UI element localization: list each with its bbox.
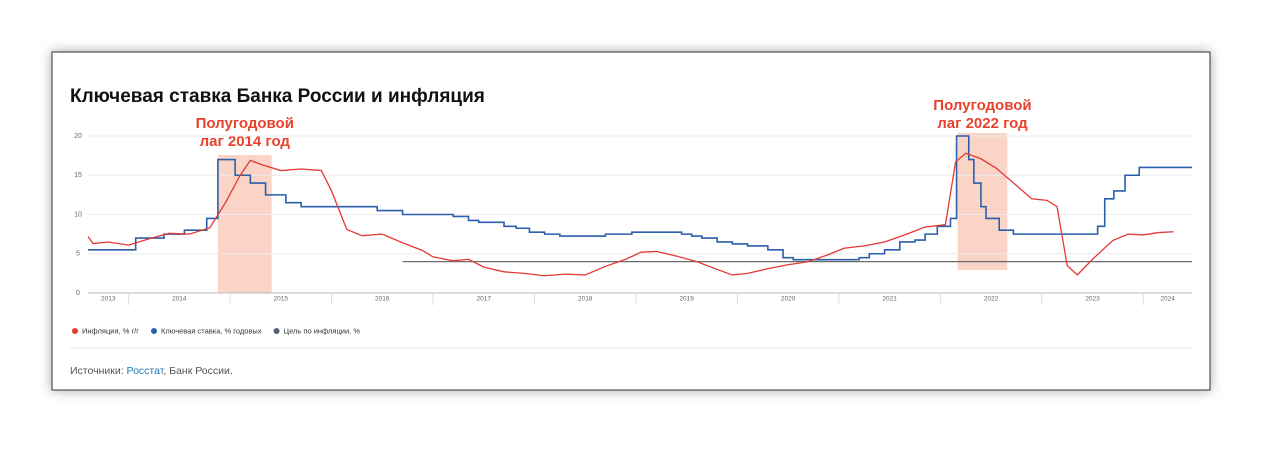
x-tick-label: 2017 <box>477 296 492 303</box>
source-suffix: , Банк России. <box>163 365 232 377</box>
x-tick-label: 2019 <box>679 296 694 303</box>
chart-title: Ключевая ставка Банка России и инфляция <box>70 86 485 107</box>
y-tick-label: 20 <box>74 133 82 140</box>
legend-label: Ключевая ставка, % годовых <box>161 326 262 335</box>
series-line <box>88 135 1192 261</box>
x-tick-label: 2022 <box>984 296 999 303</box>
legend-marker <box>273 328 280 334</box>
legend-marker <box>72 328 78 334</box>
legend-label: Цель по инфляции, % <box>284 326 361 335</box>
annotation: Полугодовой <box>196 115 294 132</box>
x-tick-label: 2023 <box>1085 296 1100 303</box>
highlight-band <box>957 133 1008 270</box>
x-tick-label: 2015 <box>274 296 289 303</box>
y-tick-label: 0 <box>76 290 80 297</box>
y-tick-label: 5 <box>76 251 80 258</box>
x-tick-label: 2013 <box>101 296 116 303</box>
highlight-band <box>217 155 272 293</box>
y-tick-label: 10 <box>74 211 82 218</box>
x-tick-label: 2020 <box>781 296 796 303</box>
source-prefix: Источники: <box>70 365 127 377</box>
annotation: лаг 2022 год <box>937 115 1028 132</box>
annotation: Полугодовой <box>933 97 1031 114</box>
x-tick-label: 2018 <box>578 296 593 303</box>
x-tick-label: 2016 <box>375 296 390 303</box>
series-line <box>87 152 1174 277</box>
y-tick-label: 15 <box>74 172 82 179</box>
source: Источники: Росстат, Банк России. <box>70 365 233 377</box>
annotation: лаг 2014 год <box>200 133 291 150</box>
x-tick-label: 2014 <box>172 296 187 303</box>
source-link[interactable]: Росстат <box>127 365 165 377</box>
x-tick-label: 2021 <box>882 296 897 303</box>
x-tick-label: 2024 <box>1160 296 1175 303</box>
legend-label: Инфляция, % г/г <box>82 326 139 335</box>
legend-marker <box>151 328 157 334</box>
